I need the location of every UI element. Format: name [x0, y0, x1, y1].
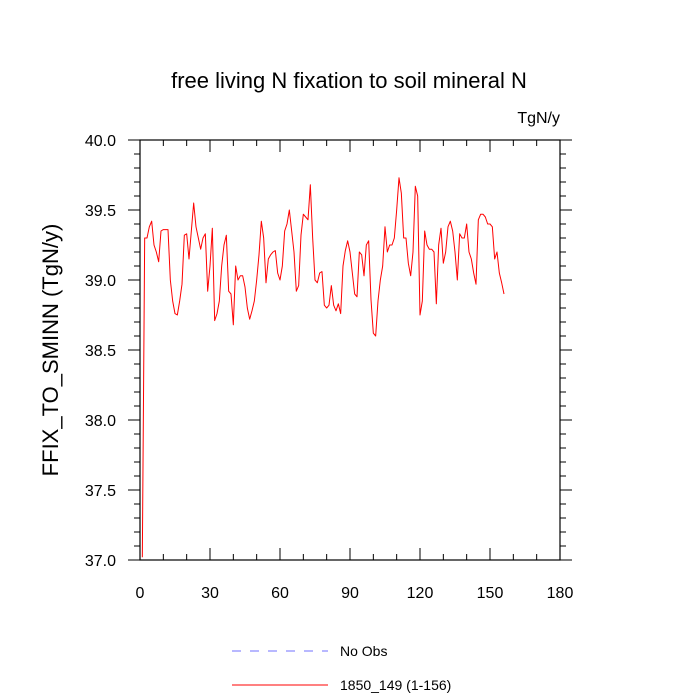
units-label: TgN/y: [517, 110, 560, 127]
legend-label-no-obs: No Obs: [340, 643, 387, 659]
legend-label-1850-149: 1850_149 (1-156): [340, 677, 451, 693]
y-axis-label: FFIX_TO_SMINN (TgN/y): [38, 224, 63, 477]
y-tick-label: 39.0: [85, 273, 116, 290]
series-layer: [141, 177, 505, 558]
axis-ticks: [128, 139, 572, 561]
x-tick-label: 90: [341, 585, 359, 602]
x-tick-label: 0: [136, 585, 145, 602]
plot-frame: [139, 139, 561, 561]
y-tick-label: 38.0: [85, 413, 116, 430]
series-line: [141, 177, 505, 558]
y-tick-label: 38.5: [85, 343, 116, 360]
y-tick-label: 39.5: [85, 203, 116, 220]
x-tick-label: 120: [407, 585, 434, 602]
legend: No Obs 1850_149 (1-156): [232, 643, 451, 693]
x-tick-label: 150: [477, 585, 504, 602]
y-tick-label: 37.5: [85, 483, 116, 500]
x-tick-label: 30: [201, 585, 219, 602]
x-tick-label: 60: [271, 585, 289, 602]
x-tick-label: 180: [547, 585, 574, 602]
chart-title: free living N fixation to soil mineral N: [171, 68, 527, 93]
y-tick-label: 40.0: [85, 133, 116, 150]
y-tick-label: 37.0: [85, 553, 116, 570]
axis-tick-labels: 0 30 60 90 120 150 180 37.0 37.5 38.0 38.5 39.0 39.5…: [85, 133, 574, 602]
